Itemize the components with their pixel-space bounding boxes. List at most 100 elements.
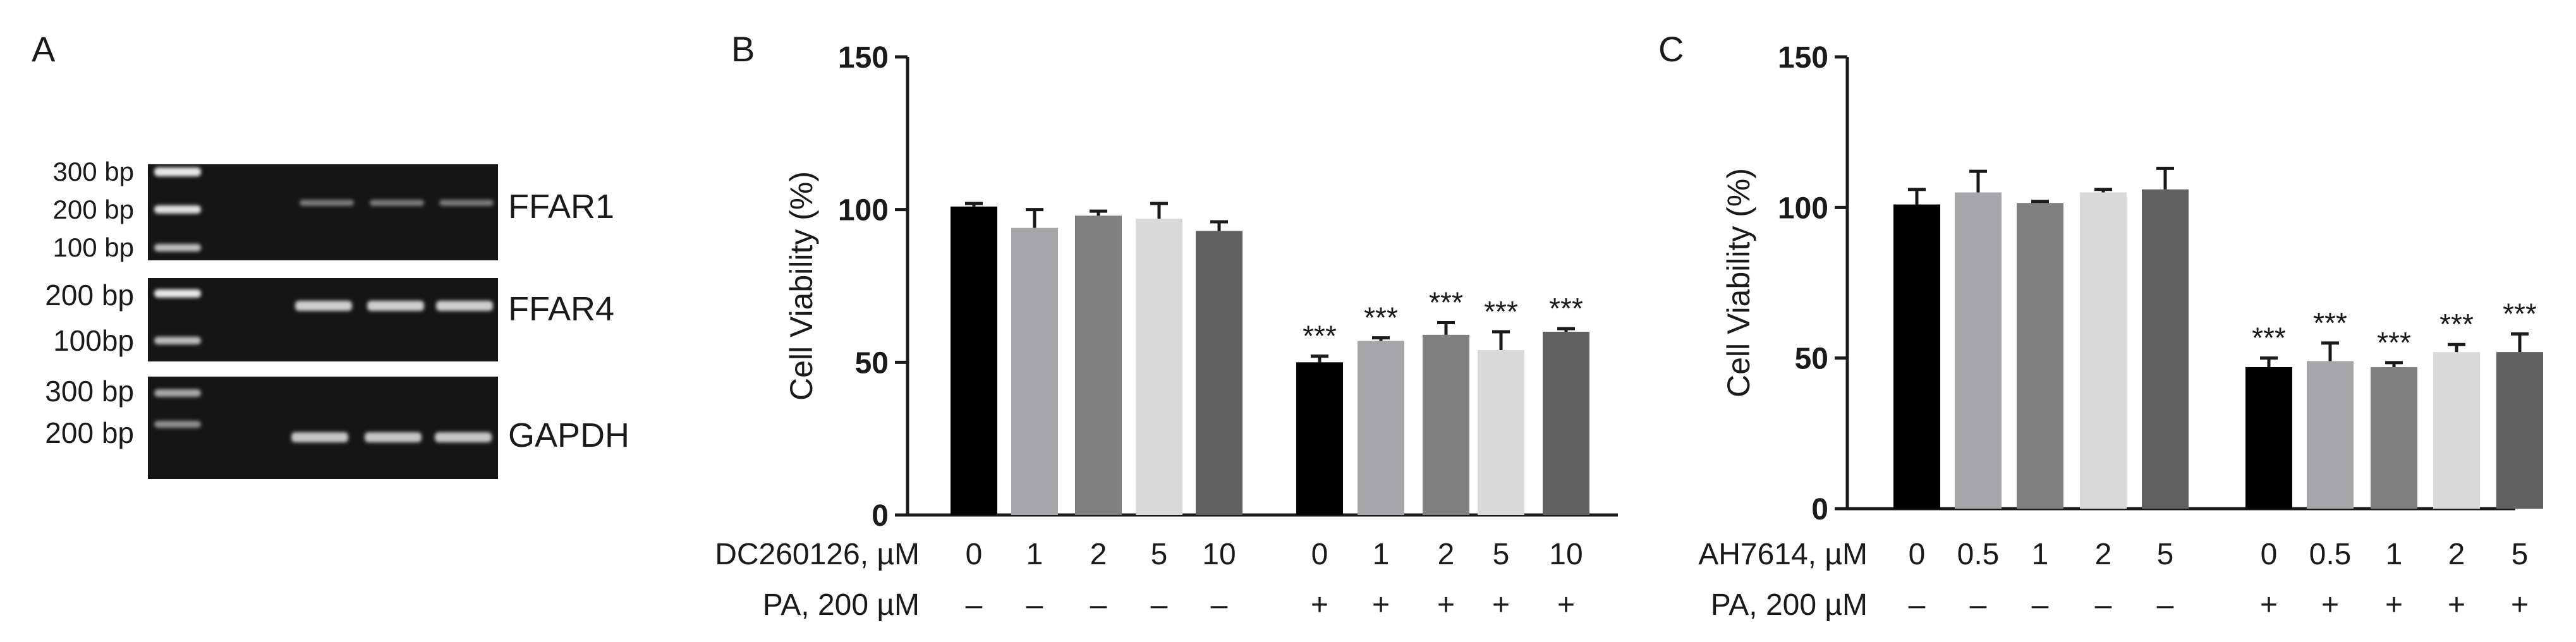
- category-label: 2: [1438, 538, 1455, 571]
- bar: [2142, 189, 2189, 509]
- pa-label: –: [2157, 588, 2174, 622]
- y-tick-label: 100: [1778, 191, 1828, 225]
- pa-label: +: [1557, 588, 1575, 622]
- gel-gapdh-ladder-label: 200 bp: [45, 416, 134, 449]
- category-label: 5: [2512, 538, 2529, 571]
- gel-gapdh-ladder-band: [154, 389, 201, 397]
- pa-label: –: [2095, 588, 2112, 622]
- gel-ffar1-band: [300, 200, 354, 206]
- gel-gapdh-band: [291, 432, 348, 442]
- gel-gapdh-image: [148, 377, 498, 479]
- y-axis-label: Cell Viability (%): [1721, 168, 1756, 397]
- y-tick-label: 50: [855, 346, 889, 380]
- pa-label: +: [2321, 588, 2339, 622]
- gel-ffar1-band: [370, 200, 424, 206]
- significance-label: ***: [1364, 301, 1398, 334]
- pa-label: +: [1492, 588, 1510, 622]
- bar: [2371, 366, 2417, 509]
- pa-label: +: [2385, 588, 2403, 622]
- category-label: 0: [1909, 538, 1926, 571]
- gel-gapdh-ladder-label: 300 bp: [45, 375, 134, 408]
- bar: [1196, 231, 1242, 515]
- category-label: 1: [2032, 538, 2049, 571]
- bar: [1423, 334, 1469, 515]
- category-label: 0.5: [1957, 538, 2000, 571]
- gel-ffar1-ladder-label: 300 bp: [52, 157, 134, 186]
- pa-label: +: [1437, 588, 1455, 622]
- gel-ffar1-ladder-band: [154, 205, 201, 214]
- pa-label: +: [1372, 588, 1390, 622]
- bar: [2017, 203, 2063, 509]
- category-label: 0: [2261, 538, 2278, 571]
- bar: [1955, 192, 2002, 509]
- significance-label: ***: [2439, 308, 2474, 341]
- gene-label-ffar1: FFAR1: [508, 188, 615, 226]
- panel-b-letter: B: [731, 29, 755, 69]
- pa-label: –: [1026, 588, 1043, 622]
- gel-ffar1-ladder-label: 100 bp: [52, 233, 134, 262]
- pa-label: –: [966, 588, 983, 622]
- significance-label: ***: [1303, 320, 1337, 353]
- gene-label-ffar4: FFAR4: [508, 290, 615, 328]
- y-axis-label: Cell Viability (%): [784, 171, 819, 401]
- pa-label: +: [2511, 588, 2529, 622]
- bar: [1296, 362, 1343, 515]
- significance-label: ***: [1484, 295, 1518, 328]
- gel-gapdh-band: [435, 432, 492, 442]
- pa-label: –: [1151, 588, 1168, 622]
- y-tick-label: 0: [872, 499, 889, 533]
- significance-label: ***: [1549, 292, 1583, 325]
- gel-ffar4-band: [367, 301, 424, 311]
- gel-ffar4-band: [436, 301, 493, 311]
- bar: [1075, 215, 1122, 515]
- panel-c-letter: C: [1658, 29, 1684, 69]
- y-tick-label: 150: [1778, 41, 1828, 75]
- category-label: 1: [1373, 538, 1390, 571]
- bar: [1136, 219, 1182, 515]
- category-label: 1: [1026, 538, 1043, 571]
- category-label: 2: [2095, 538, 2112, 571]
- pa-label: +: [2260, 588, 2278, 622]
- row2-label: PA, 200 µM: [763, 588, 920, 622]
- category-label: 0: [1311, 538, 1328, 571]
- bar: [2433, 352, 2480, 509]
- pa-label: +: [1311, 588, 1328, 622]
- category-label: 2: [1090, 538, 1107, 571]
- pa-label: –: [1090, 588, 1107, 622]
- bar: [1893, 204, 1940, 509]
- gel-ffar4-ladder-band: [154, 289, 201, 298]
- y-tick-label: 150: [838, 41, 889, 75]
- pa-label: –: [1909, 588, 1926, 622]
- bar: [1358, 341, 1404, 515]
- category-label: 5: [1151, 538, 1168, 571]
- gel-gapdh-ladder-band: [154, 421, 201, 428]
- category-label: 10: [1549, 538, 1583, 571]
- bar: [1543, 332, 1589, 515]
- gel-ffar1-ladder-band: [154, 244, 201, 251]
- gel-ffar4-ladder-band: [154, 337, 201, 344]
- gel-ffar1-image: [148, 164, 498, 260]
- bar: [2245, 366, 2292, 509]
- panel-a-letter: A: [32, 29, 56, 69]
- bar: [1011, 227, 1058, 515]
- row1-label: AH7614, µM: [1698, 538, 1868, 571]
- significance-label: ***: [2313, 306, 2347, 339]
- gel-ffar1-band: [439, 200, 494, 206]
- category-label: 10: [1202, 538, 1236, 571]
- significance-label: ***: [2377, 326, 2411, 359]
- category-label: 1: [2386, 538, 2403, 571]
- bar: [951, 206, 997, 515]
- row1-label: DC260126, µM: [715, 538, 920, 571]
- gel-ffar4-ladder-label: 100bp: [53, 324, 134, 357]
- gel-gapdh-band: [365, 432, 422, 442]
- row2-label: PA, 200 µM: [1711, 588, 1868, 622]
- category-label: 0: [966, 538, 983, 571]
- y-tick-label: 50: [1795, 342, 1828, 376]
- gene-label-gapdh: GAPDH: [508, 416, 630, 454]
- significance-label: ***: [2252, 322, 2286, 354]
- bar: [2496, 352, 2543, 509]
- pa-label: +: [2448, 588, 2465, 622]
- significance-label: ***: [1429, 286, 1463, 319]
